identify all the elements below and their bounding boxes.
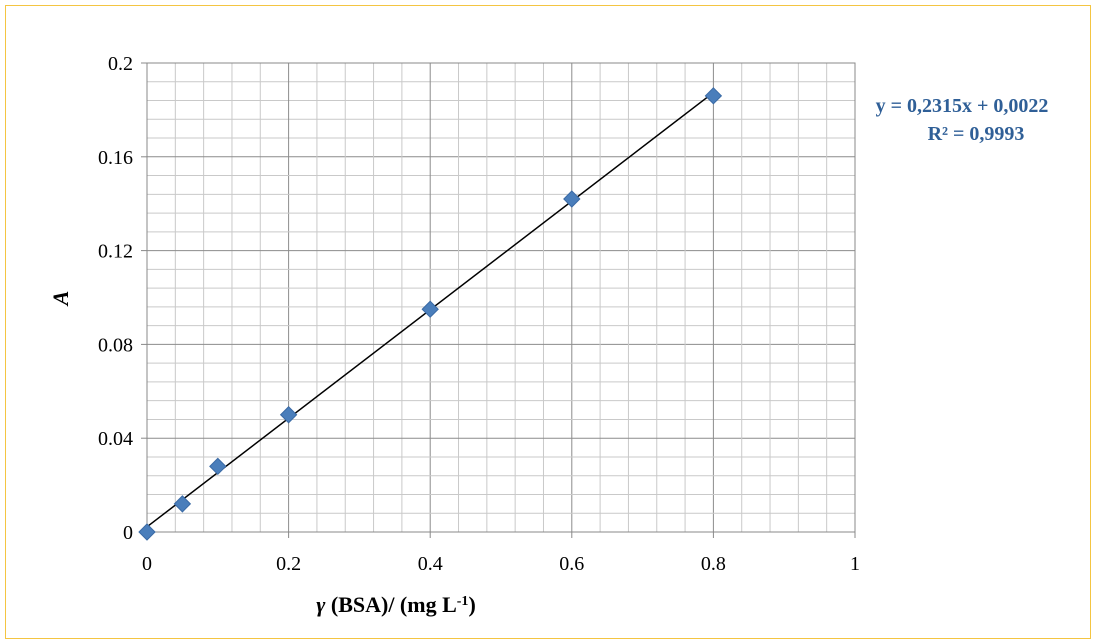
data-point [209, 457, 227, 476]
data-point [421, 300, 439, 318]
x-tick-label: 0.2 [276, 553, 301, 575]
chart-frame [5, 5, 1091, 639]
x-tick-label: 0.4 [418, 553, 443, 575]
data-point [279, 406, 298, 424]
x-axis-title: γ (BSA)/ (mg L-1) [316, 592, 476, 617]
data-point [704, 87, 723, 105]
y-tick-label: 0.08 [98, 334, 133, 356]
x-tick-label: 0.8 [701, 553, 726, 575]
trendline-equation: y = 0,2315x + 0,0022 [876, 95, 1049, 117]
data-points [138, 87, 723, 541]
y-tick-label: 0.2 [108, 53, 133, 75]
x-tick-label: 1 [850, 553, 860, 575]
data-point [173, 495, 192, 513]
y-tick-label: 0 [123, 522, 133, 544]
y-axis-title: A [48, 291, 73, 308]
data-point [138, 523, 156, 541]
trendline-r2: R² = 0,9993 [928, 123, 1025, 145]
y-tick-label: 0.16 [98, 147, 133, 169]
x-tick-label: 0 [142, 553, 152, 575]
data-point [563, 190, 581, 208]
x-tick-label: 0.6 [559, 553, 584, 575]
plot-area-border [146, 62, 856, 533]
tick-labels: 0 0.2 0.4 0.6 0.8 1 0 0.04 0.08 0.12 0.16 0.2 [98, 53, 860, 575]
y-tick-label: 0.04 [98, 428, 133, 450]
y-tick-label: 0.12 [98, 241, 133, 263]
grid [147, 63, 855, 532]
